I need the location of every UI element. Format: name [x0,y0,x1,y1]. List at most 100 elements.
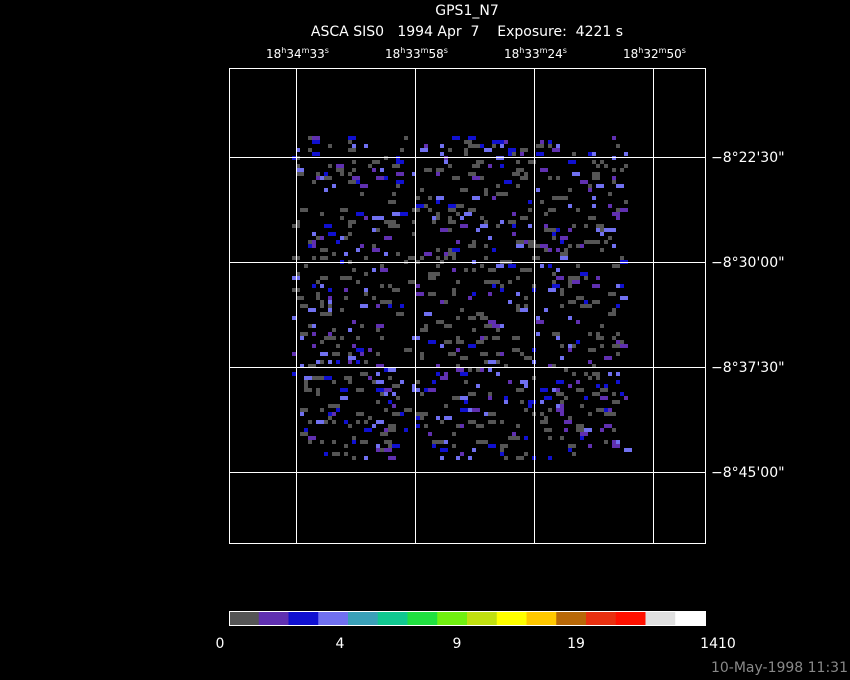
pixel [388,400,392,404]
colorbar-segment [348,611,379,625]
ra-unit: m [659,46,667,55]
pixel [364,360,368,364]
pixel [484,440,488,444]
pixel [332,452,340,456]
pixel [388,368,396,372]
pixel [300,208,308,212]
pixel [568,316,572,320]
pixel [440,440,444,444]
pixel [376,176,384,180]
pixel [376,328,380,332]
pixel [516,308,520,312]
pixel [348,224,352,228]
pixel [412,220,416,224]
pixel [612,440,616,444]
pixel [556,392,564,396]
pixel [392,212,400,216]
pixel [576,244,580,248]
pixel [580,272,588,276]
pixel [308,440,312,444]
pixel [376,380,384,384]
image-pixels [292,136,632,460]
pixel [320,212,324,216]
pixel [568,244,572,248]
colorbar-label: 19 [567,636,585,652]
pixel [296,164,300,168]
pixel [328,288,332,292]
pixel [484,148,492,152]
pixel [420,328,428,332]
pixel [392,192,396,196]
pixel [500,164,504,168]
pixel [564,420,568,424]
pixel [508,380,512,384]
pixel [564,248,568,252]
pixel [468,136,476,140]
pixel [396,412,400,416]
pixel [584,300,588,304]
ra-unit: s [325,46,329,55]
pixel [448,324,452,328]
pixel [516,304,520,308]
pixel [320,256,328,260]
pixel [592,152,596,156]
ra-unit: m [540,46,548,55]
pixel [432,216,436,220]
ra-label: 18h33m58s [385,46,448,61]
pixel [560,356,564,360]
pixel [540,264,544,268]
pixel [568,228,572,232]
pixel [556,228,560,232]
pixel [524,436,528,440]
pixel [584,396,588,400]
pixel [548,408,552,412]
pixel [356,412,364,416]
pixel [336,344,340,348]
pixel [520,268,528,272]
pixel [436,200,440,204]
pixel [488,392,492,396]
pixel [372,216,380,220]
dec-label: −8°37'30" [711,360,785,376]
pixel [576,388,584,392]
pixel [488,444,496,448]
pixel [472,164,480,168]
pixel [436,372,440,376]
pixel [364,216,368,220]
pixel [500,324,504,328]
pixel [336,164,344,168]
pixel [408,256,412,260]
pixel [576,296,584,300]
pixel [332,252,336,256]
pixel [344,252,348,256]
pixel [376,372,380,376]
pixel [500,452,504,456]
pixel [472,292,476,296]
pixel [488,292,492,296]
pixel [572,372,576,376]
pixel [560,236,568,240]
pixel [472,408,480,412]
pixel [480,176,484,180]
pixel [512,264,516,268]
pixel [328,376,332,380]
pixel [520,380,528,384]
ra-unit: m [421,46,429,55]
pixel [480,368,484,372]
pixel [484,220,488,224]
pixel [360,440,368,444]
pixel [448,204,456,208]
pixel [552,272,556,276]
pixel [344,376,352,380]
pixel [616,344,620,348]
pixel [596,164,600,168]
pixel [480,352,488,356]
pixel [296,272,300,276]
pixel [428,432,432,436]
pixel [312,376,320,380]
pixel [340,236,344,240]
pixel [412,232,416,236]
pixel [380,432,388,436]
pixel [568,188,572,192]
pixel [568,300,576,304]
